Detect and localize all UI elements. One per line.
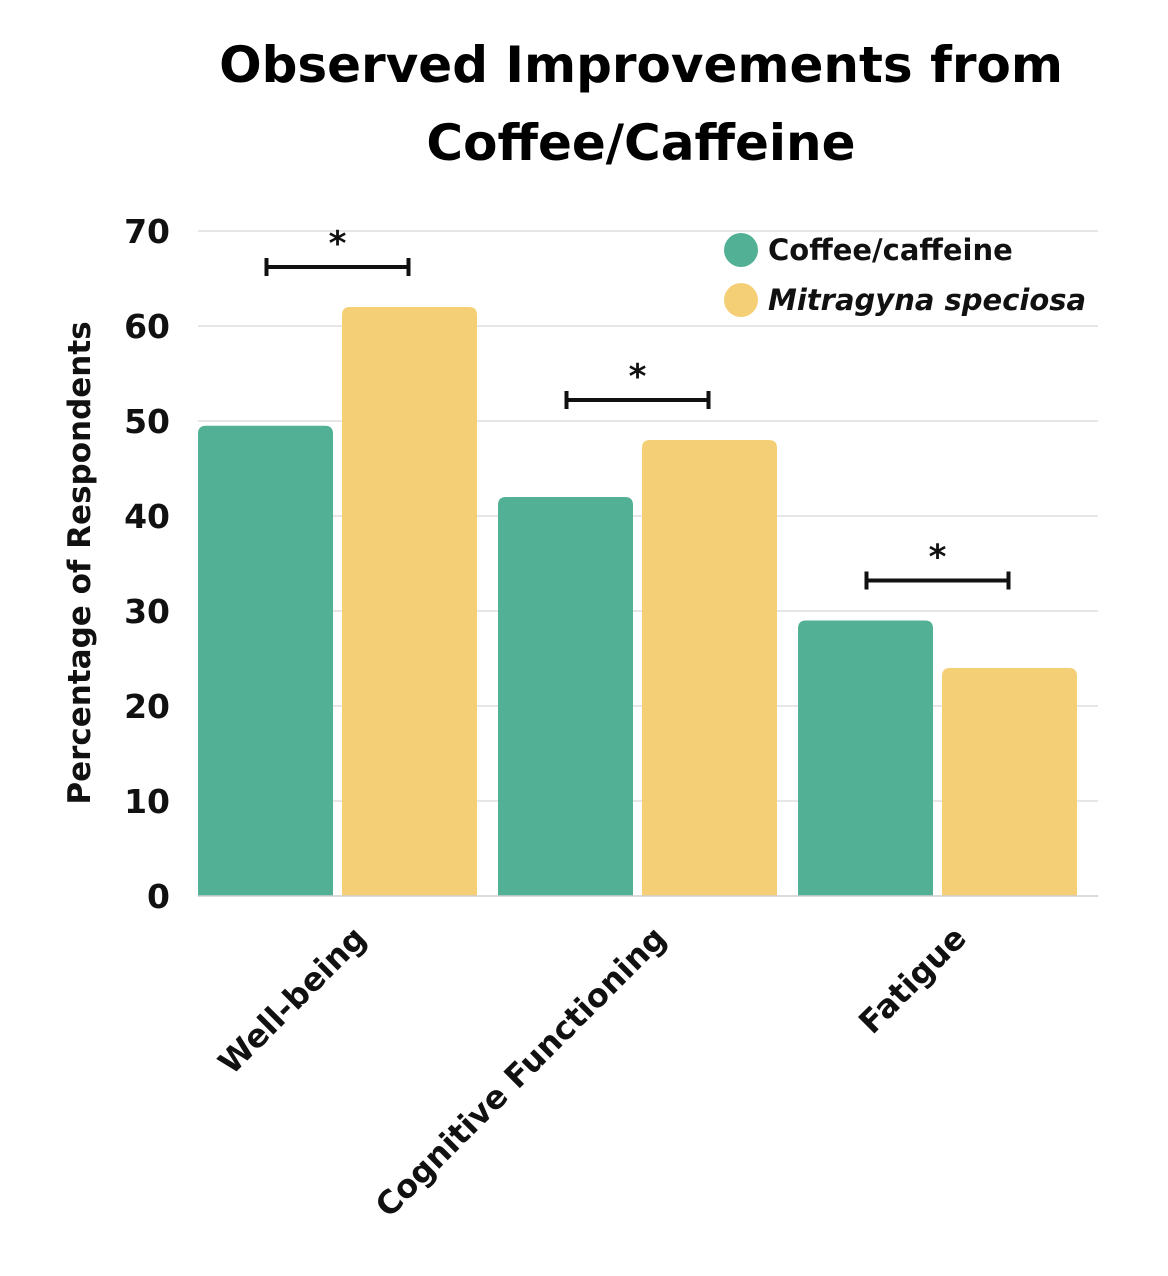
legend-item-2: Mitragyna speciosa [724, 283, 1086, 317]
y-axis-ticks: 0 10 20 30 40 50 60 70 [124, 212, 170, 916]
chart-title: Observed Improvements from Coffee/Caffein… [219, 36, 1063, 172]
bar-fatigue-series-1 [798, 620, 933, 896]
y-tick-label-30: 30 [124, 592, 170, 631]
y-tick-label-0: 0 [147, 877, 170, 916]
bar-cognitive-functioning-series-2 [642, 440, 777, 896]
significance-bracket-2: * [564, 357, 711, 409]
x-category-label-2: Cognitive Functioning [368, 919, 674, 1225]
significance-star: * [329, 224, 347, 264]
significance-star: * [929, 538, 947, 578]
x-category-label-3: Fatigue [851, 919, 973, 1041]
bar-fatigue-series-2 [942, 668, 1077, 896]
y-tick-label-70: 70 [124, 212, 170, 251]
chart-title-line-1: Observed Improvements from [219, 36, 1063, 94]
significance-bracket-1: * [264, 224, 411, 276]
legend-swatch [724, 283, 758, 317]
significance-star: * [629, 357, 647, 397]
y-tick-label-50: 50 [124, 402, 170, 441]
significance-bracket-3: * [864, 538, 1011, 590]
y-tick-label-40: 40 [124, 497, 170, 536]
legend-swatch [724, 233, 758, 267]
y-tick-label-20: 20 [124, 687, 170, 726]
bar-well-being-series-2 [342, 307, 477, 896]
y-tick-label-60: 60 [124, 307, 170, 346]
legend-label: Coffee/caffeine [768, 233, 1013, 267]
chart-title-line-2: Coffee/Caffeine [426, 114, 855, 172]
y-tick-label-10: 10 [124, 782, 170, 821]
legend-item-1: Coffee/caffeine [724, 233, 1013, 267]
legend: Coffee/caffeine Mitragyna speciosa [724, 233, 1086, 317]
bars [198, 307, 1098, 897]
bar-cognitive-functioning-series-1 [498, 497, 633, 896]
legend-label: Mitragyna speciosa [768, 283, 1086, 317]
significance-markers: * * * [264, 224, 1011, 590]
y-axis-label: Percentage of Respondents [62, 321, 98, 804]
bar-well-being-series-1 [198, 425, 333, 896]
x-category-label-1: Well-being [211, 919, 374, 1082]
